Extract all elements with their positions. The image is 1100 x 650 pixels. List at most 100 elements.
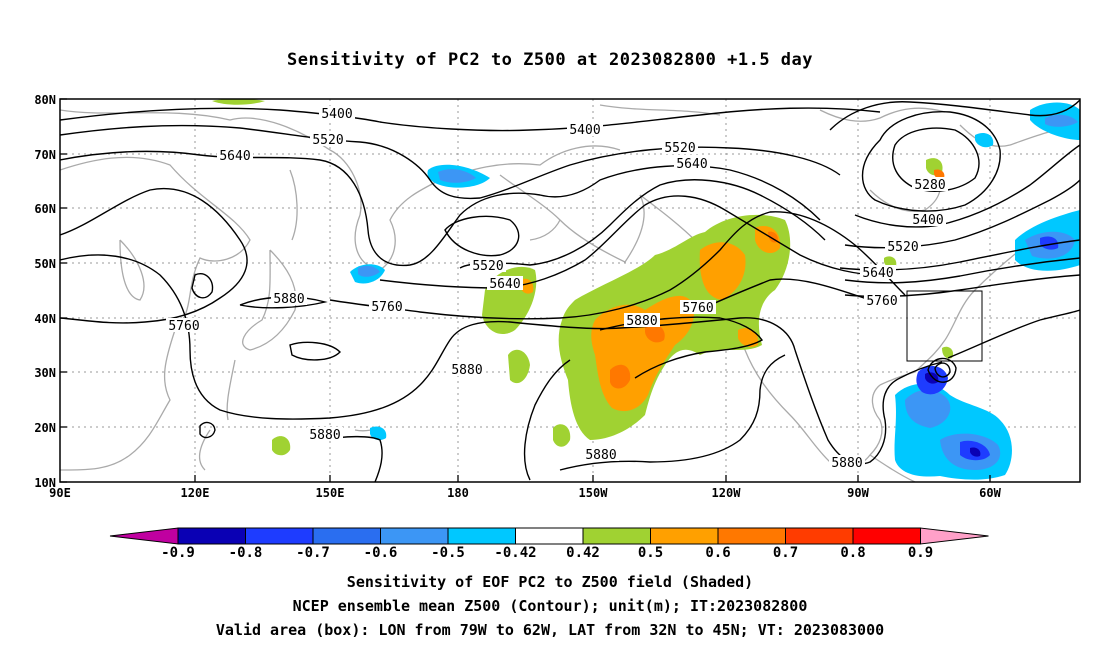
- lon-label: 150E: [316, 486, 345, 500]
- contour-label-bg: [307, 427, 343, 441]
- colorbar-segment: [245, 527, 314, 545]
- colorbar-segment: [852, 527, 921, 545]
- contour-label: 5640: [219, 149, 250, 164]
- colorbar-segment: [515, 527, 584, 545]
- lon-labels: 90E 120E 150E 180 150W 120W 90W 60W: [49, 486, 1001, 500]
- contour-label-bg: [449, 362, 485, 376]
- contour-label-bg: [166, 318, 202, 332]
- contour-label-bg: [310, 132, 346, 146]
- lon-label: 120E: [181, 486, 210, 500]
- contour-label: 5880: [626, 314, 657, 329]
- colorbar: [109, 527, 989, 545]
- lon-label: 90E: [49, 486, 71, 500]
- map-title: Sensitivity of PC2 to Z500 at 2023082800…: [286, 50, 813, 70]
- contour-label-bg: [271, 291, 307, 305]
- contour-label-bg: [567, 122, 603, 136]
- contour-label: 5400: [912, 213, 943, 228]
- colorbar-segment: [177, 527, 246, 545]
- contour-label-bg: [470, 258, 506, 272]
- valid-area-box: [906, 290, 983, 362]
- contour-label: 5520: [312, 133, 343, 148]
- contour-label-bg: [662, 140, 698, 154]
- contour-label-bg: [912, 177, 948, 191]
- lat-label: 70N: [34, 148, 56, 162]
- lat-label: 20N: [34, 421, 56, 435]
- colorbar-label: 0.7: [773, 545, 798, 561]
- contour-label-bg: [829, 455, 865, 469]
- contour-label: 5520: [472, 259, 503, 274]
- caption-shaded: Sensitivity of EOF PC2 to Z500 field (Sh…: [346, 573, 754, 591]
- contour-label: 5520: [887, 240, 918, 255]
- contour-label: 5760: [371, 300, 402, 315]
- contour-label: 5640: [676, 157, 707, 172]
- lat-label: 50N: [34, 257, 56, 271]
- lon-label: 60W: [979, 486, 1001, 500]
- contour-label-bg: [860, 265, 896, 279]
- plot-frame: [59, 98, 1081, 483]
- caption-valid-area: Valid area (box): LON from 79W to 62W, L…: [215, 621, 885, 639]
- contour-label: 5640: [489, 277, 520, 292]
- colorbar-segment: [785, 527, 854, 545]
- contour-label: 5280: [914, 178, 945, 193]
- contour-label: 5640: [862, 266, 893, 281]
- lat-label: 40N: [34, 312, 56, 326]
- contour-label-bg: [319, 106, 355, 120]
- lat-label: 10N: [34, 476, 56, 490]
- contour-label: 5520: [664, 141, 695, 156]
- shaded-sensitivity: [212, 99, 1080, 480]
- lat-label: 60N: [34, 202, 56, 216]
- z500-contours: [60, 99, 1080, 482]
- colorbar-segment: [717, 527, 786, 545]
- colorbar-label: 0.8: [840, 545, 865, 561]
- contour-label-bg: [487, 276, 523, 290]
- contour-labels: 5400540055205520552055205640564056405640…: [166, 106, 948, 471]
- colorbar-labels: -0.9 -0.8 -0.7 -0.6 -0.5 -0.42 0.42 0.5 0.6 0.7 0.…: [161, 545, 933, 561]
- colorbar-label: -0.7: [296, 545, 330, 561]
- contour-label: 5400: [321, 107, 352, 122]
- colorbar-label: 0.5: [638, 545, 663, 561]
- colorbar-label: -0.9: [161, 545, 195, 561]
- colorbar-label: -0.5: [431, 545, 465, 561]
- colorbar-segment: [447, 527, 516, 545]
- colorbar-segment: [312, 527, 381, 545]
- contour-label: 5880: [585, 448, 616, 463]
- contour-label-bg: [217, 148, 253, 162]
- contour-label-bg: [680, 300, 716, 314]
- contour-label: 5880: [831, 456, 862, 471]
- contour-label-bg: [885, 239, 921, 253]
- caption-contour: NCEP ensemble mean Z500 (Contour); unit(…: [292, 597, 808, 615]
- contour-label-bg: [583, 447, 619, 461]
- contour-label-bg: [674, 156, 710, 170]
- contour-label-bg: [369, 299, 405, 313]
- colorbar-segment: [582, 527, 651, 545]
- colorbar-label: -0.8: [229, 545, 263, 561]
- colorbar-label: 0.42: [566, 545, 600, 561]
- lat-labels: 80N 70N 60N 50N 40N 30N 20N 10N: [34, 93, 56, 490]
- lon-label: 120W: [712, 486, 742, 500]
- colorbar-label: 0.9: [908, 545, 933, 561]
- lon-label: 180: [447, 486, 469, 500]
- contour-label: 5400: [569, 123, 600, 138]
- lon-label: 90W: [847, 486, 869, 500]
- colorbar-label: -0.6: [364, 545, 398, 561]
- colorbar-high-end: [920, 527, 989, 545]
- lat-label: 80N: [34, 93, 56, 107]
- colorbar-label: 0.6: [705, 545, 730, 561]
- colorbar-low-end: [109, 527, 179, 545]
- lat-label: 30N: [34, 366, 56, 380]
- contour-label: 5880: [309, 428, 340, 443]
- colorbar-segment: [380, 527, 449, 545]
- contour-label: 5760: [866, 294, 897, 309]
- lon-label: 150W: [579, 486, 609, 500]
- contour-label: 5760: [682, 301, 713, 316]
- tick-marks: [60, 98, 991, 483]
- contour-label-bg: [624, 313, 660, 327]
- contour-label: 5880: [451, 363, 482, 378]
- colorbar-segment: [650, 527, 719, 545]
- contour-label: 5760: [168, 319, 199, 334]
- colorbar-label: -0.42: [494, 545, 536, 561]
- contour-label: 5880: [273, 292, 304, 307]
- contour-label-bg: [864, 293, 900, 307]
- contour-label-bg: [910, 212, 946, 226]
